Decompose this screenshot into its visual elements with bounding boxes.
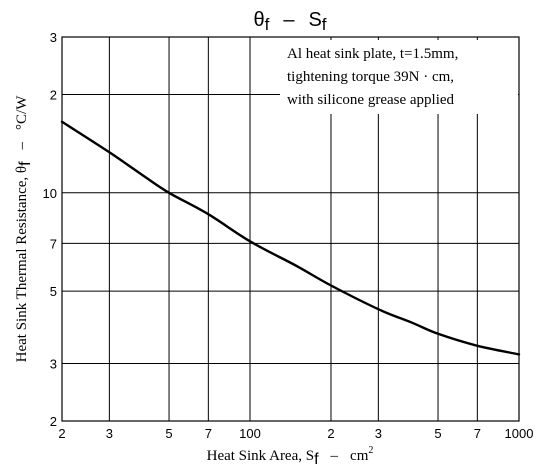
x-label-sub: f — [314, 451, 319, 468]
x-label-dash: – — [330, 448, 339, 464]
chart-title: θf – Sf — [253, 9, 326, 34]
x-tick-label: 7 — [474, 426, 481, 441]
y-tick-label: 2 — [50, 87, 57, 102]
x-tick-label: 2 — [58, 426, 65, 441]
annotation-line-3: with silicone grease applied — [287, 92, 455, 108]
y-tick-label: 3 — [50, 357, 57, 372]
title-var: S — [308, 9, 321, 31]
title-symbol-sub: f — [265, 15, 270, 34]
series-line — [60, 120, 521, 356]
x-tick-labels: 2 3 5 7 100 2 3 5 7 1000 — [58, 426, 533, 441]
x-label-unit-sup: 2 — [368, 445, 373, 456]
y-tick-label: 10 — [43, 186, 57, 201]
x-tick-label: 5 — [434, 426, 441, 441]
x-tick-label: 2 — [327, 426, 334, 441]
x-tick-label: 7 — [205, 426, 212, 441]
y-axis-label: Heat Sink Thermal Resistance, θf – °C/W — [14, 95, 34, 363]
y-label-unit: °C/W — [14, 95, 30, 130]
title-var-sub: f — [322, 15, 327, 34]
y-label-text: Heat Sink Thermal Resistance, θ — [14, 166, 30, 362]
x-tick-label: 3 — [375, 426, 382, 441]
y-tick-labels: 2 3 5 7 10 2 3 — [43, 30, 57, 429]
x-tick-label: 100 — [239, 426, 261, 441]
x-tick-label: 1000 — [505, 426, 534, 441]
y-tick-label: 3 — [50, 30, 57, 45]
y-tick-label: 7 — [50, 236, 57, 251]
x-label-text: Heat Sink Area, S — [207, 448, 314, 464]
y-tick-label: 2 — [50, 414, 57, 429]
x-tick-label: 5 — [165, 426, 172, 441]
x-axis-label: Heat Sink Area, Sf – cm2 — [207, 445, 374, 468]
y-label-sub: f — [17, 161, 34, 166]
x-label-unit: cm — [350, 448, 369, 464]
title-dash: – — [283, 9, 295, 31]
annotation-line-2: tightening torque 39N · cm, — [287, 69, 454, 85]
x-tick-label: 3 — [106, 426, 113, 441]
annotation-box — [280, 40, 518, 114]
title-symbol: θ — [253, 9, 264, 31]
y-tick-label: 5 — [50, 284, 57, 299]
annotation-line-1: Al heat sink plate, t=1.5mm, — [287, 46, 458, 62]
plot-frame — [61, 36, 520, 422]
y-label-dash: – — [14, 141, 30, 150]
